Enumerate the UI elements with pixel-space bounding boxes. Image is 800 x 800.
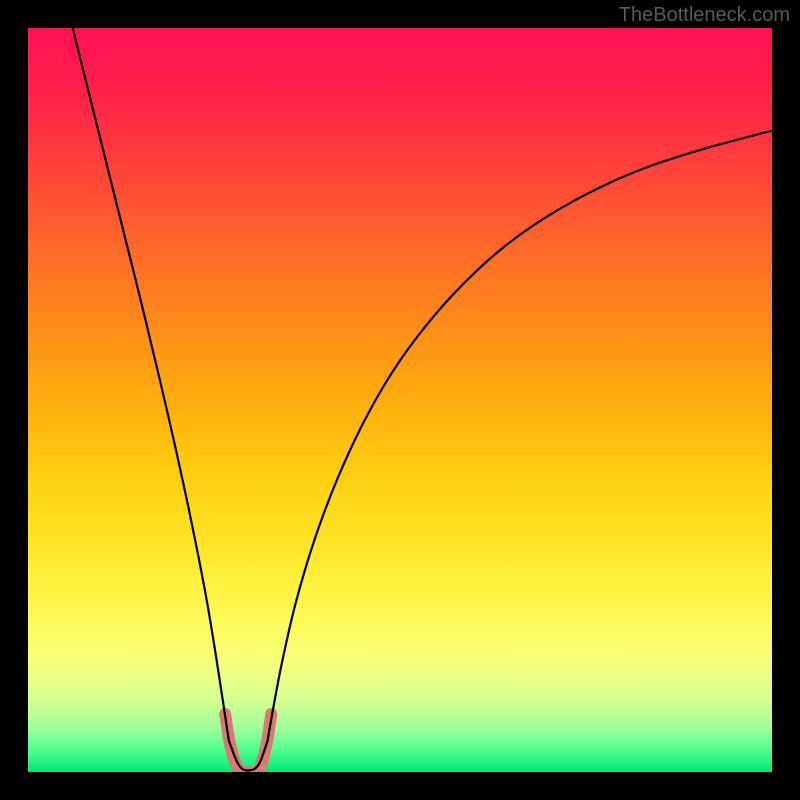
gradient-background — [28, 28, 772, 772]
plot-area — [28, 28, 772, 772]
bottleneck-chart — [28, 28, 772, 772]
watermark-text: TheBottleneck.com — [619, 4, 790, 27]
chart-container: TheBottleneck.com — [0, 0, 800, 800]
